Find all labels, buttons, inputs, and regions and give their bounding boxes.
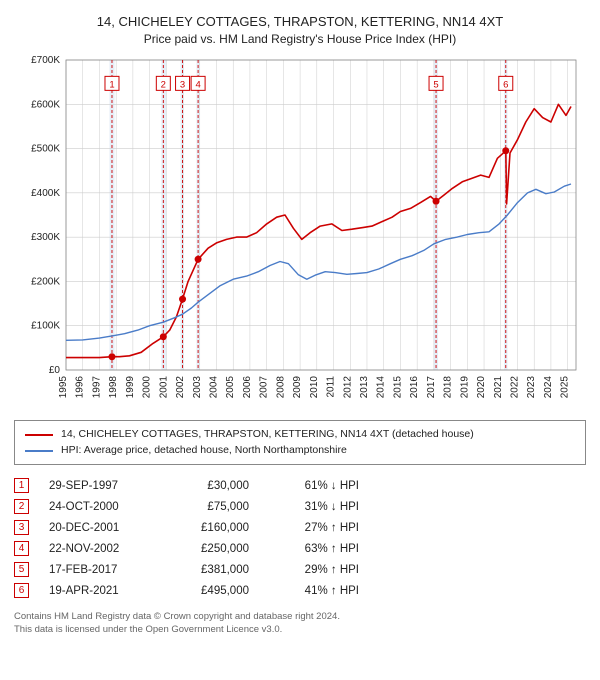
svg-text:2016: 2016 [409,375,420,398]
svg-text:4: 4 [195,79,200,90]
svg-text:£700K: £700K [31,55,60,66]
svg-text:2000: 2000 [142,375,153,398]
svg-text:2022: 2022 [509,375,520,398]
legend-label: 14, CHICHELEY COTTAGES, THRAPSTON, KETTE… [61,427,474,443]
event-marker: 3 [14,520,29,535]
event-table: 1 29-SEP-1997 £30,000 61% ↓ HPI 2 24-OCT-2000… [14,475,586,601]
event-delta: 61% ↓ HPI [269,480,359,492]
svg-text:2005: 2005 [225,375,236,398]
footnote-line: Contains HM Land Registry data © Crown c… [14,611,586,623]
event-row: 5 17-FEB-2017 £381,000 29% ↑ HPI [14,559,586,580]
svg-text:2017: 2017 [426,375,437,398]
svg-text:2011: 2011 [326,375,337,397]
event-marker: 4 [14,541,29,556]
svg-text:2002: 2002 [175,375,186,398]
event-date: 17-FEB-2017 [49,564,149,576]
event-delta: 41% ↑ HPI [269,585,359,597]
event-delta: 27% ↑ HPI [269,522,359,534]
svg-text:2021: 2021 [493,375,504,398]
page-title: 14, CHICHELEY COTTAGES, THRAPSTON, KETTE… [14,14,586,31]
event-row: 2 24-OCT-2000 £75,000 31% ↓ HPI [14,496,586,517]
event-row: 6 19-APR-2021 £495,000 41% ↑ HPI [14,580,586,601]
legend-label: HPI: Average price, detached house, Nort… [61,443,347,459]
event-marker: 6 [14,583,29,598]
legend-row: HPI: Average price, detached house, Nort… [25,443,575,459]
svg-text:1999: 1999 [125,375,136,398]
event-price: £381,000 [169,564,249,576]
legend-swatch [25,450,53,452]
event-date: 20-DEC-2001 [49,522,149,534]
event-price: £495,000 [169,585,249,597]
svg-text:2009: 2009 [292,375,303,398]
svg-text:3: 3 [180,79,185,90]
svg-text:2006: 2006 [242,375,253,398]
event-marker: 5 [14,562,29,577]
svg-text:£0: £0 [49,365,61,376]
svg-text:2019: 2019 [459,375,470,398]
svg-text:£500K: £500K [31,143,60,154]
svg-text:2010: 2010 [309,375,320,398]
svg-text:2008: 2008 [275,375,286,398]
svg-text:£600K: £600K [31,99,60,110]
legend-swatch [25,434,53,436]
event-row: 1 29-SEP-1997 £30,000 61% ↓ HPI [14,475,586,496]
svg-text:1995: 1995 [58,375,69,398]
event-date: 22-NOV-2002 [49,543,149,555]
svg-text:6: 6 [503,79,508,90]
event-price: £75,000 [169,501,249,513]
event-date: 24-OCT-2000 [49,501,149,513]
svg-text:5: 5 [433,79,438,90]
svg-text:2003: 2003 [192,375,203,398]
svg-text:1: 1 [109,79,114,90]
svg-text:2020: 2020 [476,375,487,398]
event-date: 29-SEP-1997 [49,480,149,492]
footnote-line: This data is licensed under the Open Gov… [14,624,586,636]
legend-row: 14, CHICHELEY COTTAGES, THRAPSTON, KETTE… [25,427,575,443]
svg-text:2024: 2024 [543,375,554,398]
svg-text:2: 2 [161,79,166,90]
event-row: 4 22-NOV-2002 £250,000 63% ↑ HPI [14,538,586,559]
legend: 14, CHICHELEY COTTAGES, THRAPSTON, KETTE… [14,420,586,466]
svg-text:2014: 2014 [376,375,387,398]
svg-text:1996: 1996 [75,375,86,398]
event-delta: 63% ↑ HPI [269,543,359,555]
event-marker: 1 [14,478,29,493]
price-chart: £0 £100K £200K £300K £400K £500K £600K £700K 199… [14,52,586,412]
event-marker: 2 [14,499,29,514]
event-price: £160,000 [169,522,249,534]
event-delta: 31% ↓ HPI [269,501,359,513]
event-price: £250,000 [169,543,249,555]
event-date: 19-APR-2021 [49,585,149,597]
svg-text:2025: 2025 [560,375,571,398]
svg-text:2012: 2012 [342,375,353,398]
svg-text:£300K: £300K [31,232,60,243]
footnote: Contains HM Land Registry data © Crown c… [14,611,586,636]
svg-text:£100K: £100K [31,321,60,332]
svg-text:1998: 1998 [108,375,119,398]
svg-text:2015: 2015 [392,375,403,398]
page-subtitle: Price paid vs. HM Land Registry's House … [14,32,586,46]
svg-text:2013: 2013 [359,375,370,398]
svg-text:2018: 2018 [443,375,454,398]
svg-text:£400K: £400K [31,188,60,199]
svg-text:2004: 2004 [208,375,219,398]
svg-text:2007: 2007 [259,375,270,398]
svg-text:1997: 1997 [91,375,102,398]
svg-text:2001: 2001 [158,375,169,398]
svg-text:2023: 2023 [526,375,537,398]
event-delta: 29% ↑ HPI [269,564,359,576]
event-price: £30,000 [169,480,249,492]
svg-text:£200K: £200K [31,276,60,287]
chart-container: £0 £100K £200K £300K £400K £500K £600K £700K 199… [14,52,586,412]
event-row: 3 20-DEC-2001 £160,000 27% ↑ HPI [14,517,586,538]
